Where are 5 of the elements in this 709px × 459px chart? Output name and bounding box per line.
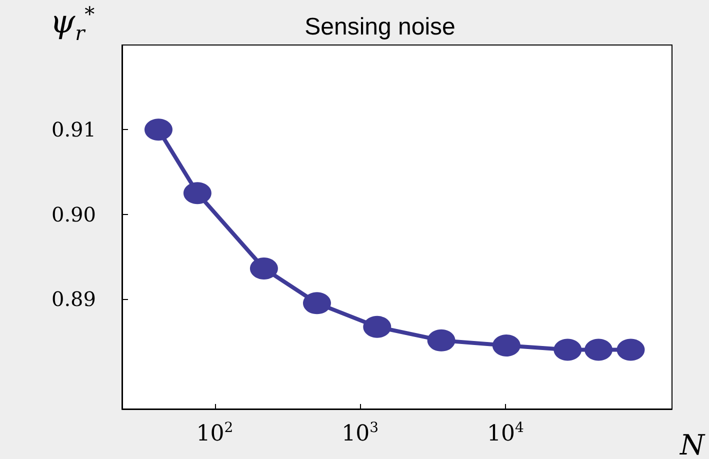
chart-title: Sensing noise bbox=[304, 14, 456, 40]
y-tick-label: 0.89 bbox=[51, 286, 96, 311]
x-axis-title: N bbox=[679, 428, 706, 459]
y-tick-label: 0.90 bbox=[51, 202, 96, 226]
y-tick-label: 0.91 bbox=[51, 118, 96, 142]
